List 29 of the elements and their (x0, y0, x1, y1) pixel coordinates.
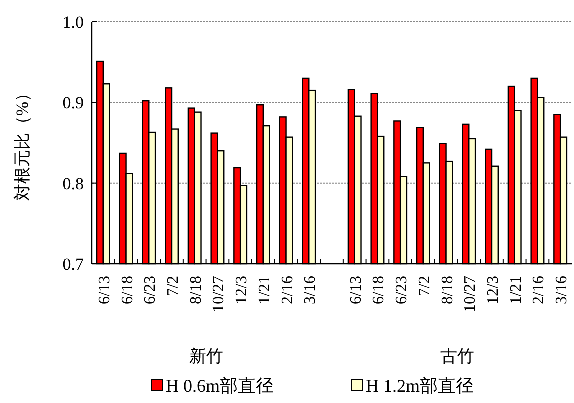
x-tick-label: 6/23 (394, 276, 411, 304)
y-tick-label: 1.0 (62, 13, 84, 32)
x-tick-label: 8/18 (439, 276, 456, 304)
y-axis-title: 対根元比（%） (13, 84, 32, 202)
x-tick-label: 6/23 (142, 276, 160, 304)
x-tick-label: 10/27 (462, 276, 480, 312)
legend-label: H 1.2m部直径 (366, 376, 474, 396)
x-tick-label: 1/21 (256, 276, 274, 304)
x-tick-label: 12/3 (234, 276, 251, 304)
y-tick-label: 0.7 (62, 255, 84, 274)
x-tick-label: 1/21 (508, 276, 525, 304)
x-tick-label: 12/3 (485, 276, 502, 304)
x-tick-label: 3/16 (302, 276, 320, 304)
text: 古竹 (440, 347, 475, 366)
text: 新竹 (189, 347, 224, 366)
x-tick-label: 3/16 (554, 276, 571, 304)
y-tick-label: 0.9 (62, 94, 84, 113)
x-tick-label: 6/13 (96, 276, 114, 304)
x-tick-label: 10/27 (210, 276, 228, 312)
x-tick-label: 6/18 (119, 276, 136, 304)
x-tick-label: 8/18 (188, 276, 205, 304)
y-tick-label: 0.8 (62, 174, 84, 194)
x-tick-label: 6/13 (348, 276, 365, 304)
x-tick-label: 7/2 (165, 276, 182, 296)
x-tick-label: 6/18 (370, 276, 388, 304)
x-tick-label: 7/2 (416, 276, 434, 296)
x-tick-label: 2/16 (530, 276, 548, 304)
legend-label: H 0.6m部直径 (166, 376, 274, 396)
x-tick-label: 2/16 (279, 276, 296, 304)
